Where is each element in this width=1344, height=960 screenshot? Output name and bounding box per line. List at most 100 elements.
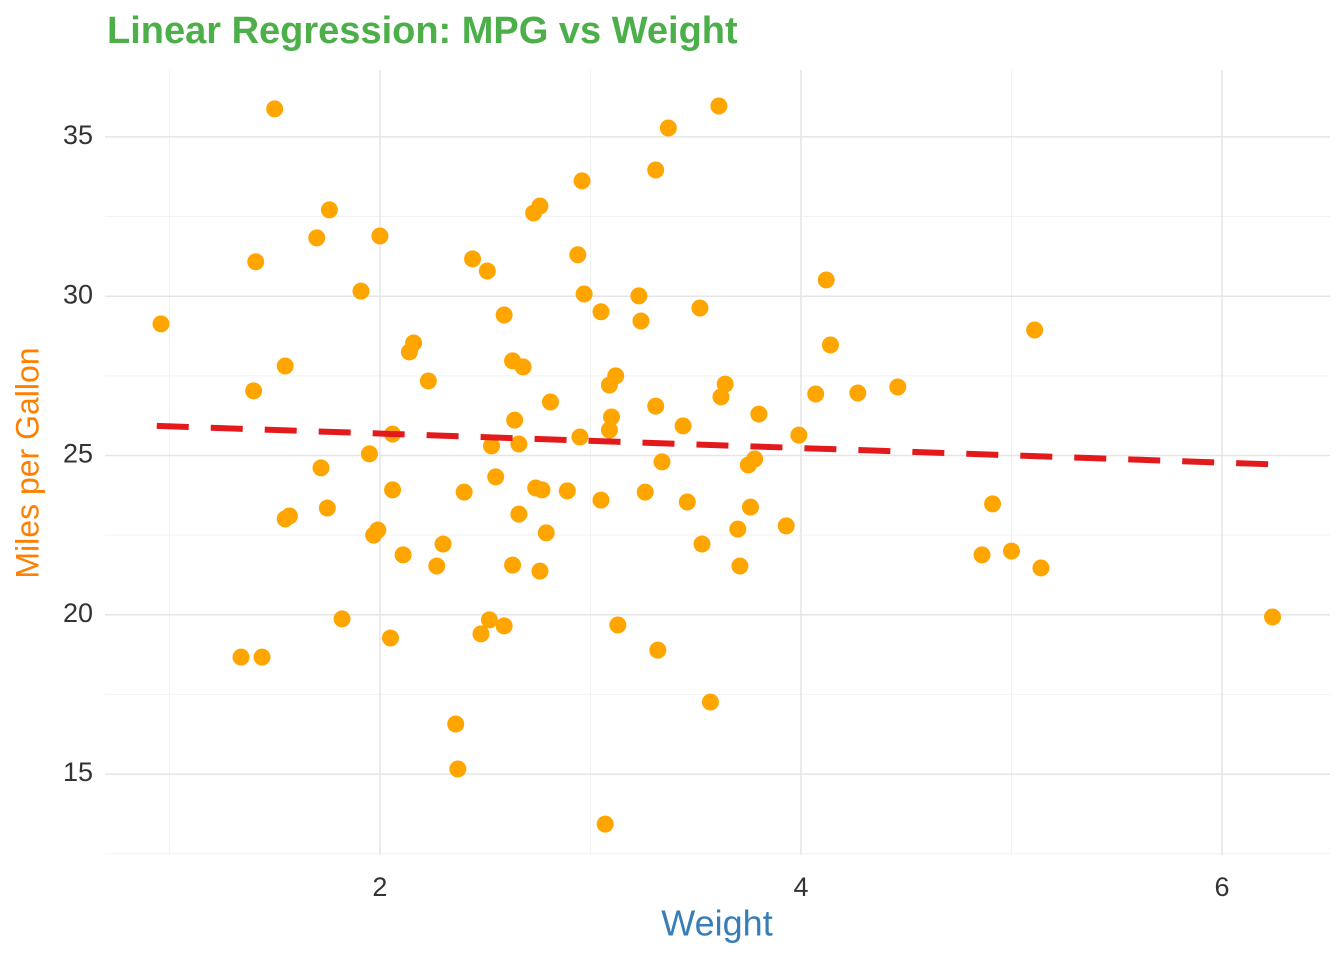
point	[483, 437, 501, 455]
point	[419, 372, 437, 390]
point	[276, 357, 294, 375]
point	[455, 483, 473, 501]
point	[636, 483, 654, 501]
point	[807, 385, 825, 403]
point	[575, 285, 593, 303]
point	[371, 227, 389, 245]
x-tick-label: 6	[1214, 872, 1229, 902]
point	[369, 521, 387, 539]
point	[592, 491, 610, 509]
point	[333, 610, 351, 628]
point	[596, 815, 614, 833]
point	[506, 411, 524, 429]
y-tick-label: 20	[63, 598, 93, 628]
point	[318, 499, 336, 517]
point	[731, 557, 749, 575]
point	[790, 426, 808, 444]
point	[649, 641, 667, 659]
point	[352, 282, 370, 300]
point	[495, 306, 513, 324]
point	[741, 498, 759, 516]
point	[266, 100, 284, 118]
point	[152, 315, 170, 333]
point	[632, 312, 650, 330]
point	[320, 201, 338, 219]
point	[653, 453, 671, 471]
point	[592, 303, 610, 321]
point	[716, 375, 734, 393]
point	[514, 358, 532, 376]
point	[537, 524, 555, 542]
point	[600, 421, 618, 439]
point	[1002, 542, 1020, 560]
point	[558, 482, 576, 500]
point	[487, 468, 505, 486]
point	[569, 246, 587, 264]
y-axis-label: Miles per Gallon	[9, 347, 45, 578]
point	[400, 343, 418, 361]
point	[541, 393, 559, 411]
point	[817, 271, 835, 289]
point	[710, 97, 728, 115]
point	[630, 287, 648, 305]
regression-line	[156, 422, 1275, 468]
point	[693, 535, 711, 553]
point	[609, 616, 627, 634]
x-tick-label: 4	[793, 872, 808, 902]
point	[434, 535, 452, 553]
point	[504, 556, 522, 574]
chart-title: Linear Regression: MPG vs Weight	[107, 10, 738, 52]
point	[447, 715, 465, 733]
point	[647, 397, 665, 415]
point	[449, 760, 467, 778]
point	[674, 417, 692, 435]
point	[701, 693, 719, 711]
point	[573, 172, 591, 190]
point	[533, 481, 551, 499]
point	[232, 648, 250, 666]
point	[531, 562, 549, 580]
point	[849, 384, 867, 402]
point	[1026, 321, 1044, 339]
point	[360, 445, 378, 463]
point	[245, 382, 263, 400]
point	[984, 495, 1002, 513]
point	[691, 299, 709, 317]
point	[531, 197, 549, 215]
point	[746, 450, 764, 468]
point	[1264, 608, 1282, 626]
point	[280, 507, 298, 525]
y-tick-label: 35	[63, 120, 93, 150]
point	[253, 648, 271, 666]
point	[678, 493, 696, 511]
y-tick-label: 30	[63, 279, 93, 309]
point	[247, 253, 265, 271]
point	[571, 428, 589, 446]
point	[659, 119, 677, 137]
point	[478, 262, 496, 280]
point	[607, 367, 625, 385]
point	[1032, 559, 1050, 577]
point	[308, 229, 326, 247]
point	[394, 546, 412, 564]
point	[480, 611, 498, 629]
point	[973, 546, 991, 564]
point	[381, 629, 399, 647]
point	[750, 405, 768, 423]
point	[472, 625, 490, 643]
point	[603, 408, 621, 426]
point	[464, 250, 482, 268]
point	[312, 459, 330, 477]
y-tick-label: 25	[63, 439, 93, 469]
y-tick-label: 15	[63, 757, 93, 787]
point	[647, 161, 665, 179]
point	[889, 378, 907, 396]
point	[510, 505, 528, 523]
point	[821, 336, 839, 354]
point	[729, 520, 747, 538]
x-tick-label: 2	[372, 872, 387, 902]
point	[384, 481, 402, 499]
point	[510, 435, 528, 453]
point	[777, 517, 795, 535]
